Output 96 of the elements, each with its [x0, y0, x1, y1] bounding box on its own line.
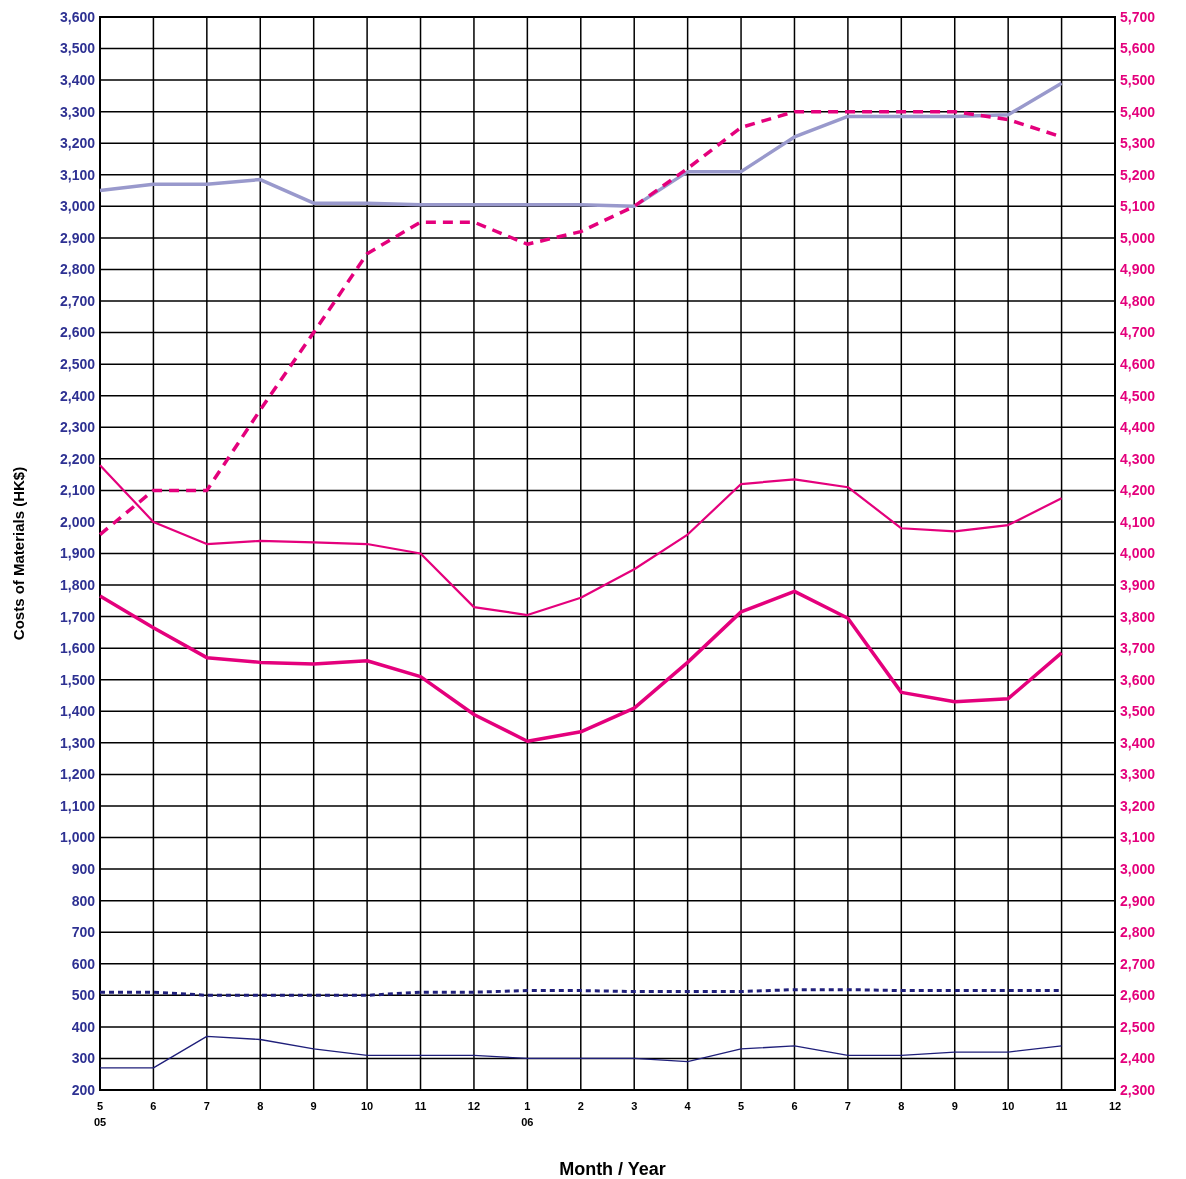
y2-tick-label: 2,600 [1120, 987, 1156, 1004]
y2-tick-label: 2,400 [1120, 1050, 1156, 1067]
y2-tick-label: 4,500 [1120, 387, 1156, 404]
y2-tick-label: 4,100 [1120, 513, 1156, 530]
y2-tick-label: 5,000 [1120, 229, 1156, 246]
y2-tick-label: 5,100 [1120, 198, 1156, 215]
y-axis-title: Costs of Materials (HK$) [10, 466, 27, 641]
y-tick-label: 200 [71, 1081, 96, 1098]
y-tick-label: 2,100 [59, 482, 96, 499]
y2-tick-label: 5,600 [1120, 40, 1156, 57]
y2-tick-label: 5,200 [1120, 166, 1156, 183]
line-series [98, 589, 1064, 744]
y-tick-label: 2,000 [59, 513, 96, 530]
y2-tick-label: 3,100 [1120, 829, 1156, 846]
y-tick-label: 3,600 [59, 8, 96, 25]
y-tick-label: 900 [71, 860, 96, 877]
y2-tick-label: 4,900 [1120, 261, 1156, 278]
x-tick-label: 8 [898, 1100, 905, 1112]
x-tick-label: 4 [684, 1100, 692, 1112]
y-tick-label: 400 [71, 1018, 96, 1035]
y2-tick-label: 2,800 [1120, 924, 1156, 941]
y2-tick-label: 3,500 [1120, 703, 1156, 720]
y2-tick-label: 2,300 [1120, 1081, 1156, 1098]
y2-tick-label: 5,400 [1120, 103, 1156, 120]
x-axis-title: Month / Year [559, 1159, 666, 1179]
x-tick-label: 11 [1055, 1100, 1068, 1112]
y-tick-label: 3,400 [59, 72, 96, 89]
x-tick-label: 9 [310, 1100, 317, 1112]
y2-tick-label: 5,500 [1120, 72, 1156, 89]
y-tick-label: 1,100 [59, 797, 96, 814]
y-tick-label: 600 [71, 955, 96, 972]
line-series [99, 1035, 1063, 1069]
y2-tick-label: 5,700 [1120, 8, 1156, 25]
y2-tick-label: 3,700 [1120, 640, 1156, 657]
y-tick-label: 2,200 [59, 450, 96, 467]
y2-tick-label: 3,900 [1120, 576, 1156, 593]
y-tick-label: 2,900 [59, 229, 96, 246]
x-tick-label: 5 05 [93, 1100, 107, 1128]
y-tick-label: 2,400 [59, 387, 96, 404]
y2-tick-label: 4,400 [1120, 419, 1156, 436]
y-tick-label: 1,900 [59, 545, 96, 562]
x-tick-label: 1 06 [521, 1100, 534, 1128]
y-tick-label: 1,500 [59, 671, 96, 688]
y-tick-label: 2,700 [59, 292, 96, 309]
y-tick-label: 3,300 [59, 103, 96, 120]
x-tick-label: 12 [467, 1100, 481, 1112]
y-tick-label: 1,700 [59, 608, 96, 625]
y-tick-label: 2,300 [59, 419, 96, 436]
x-tick-label: 12 [1108, 1100, 1122, 1112]
y-tick-label: 1,800 [59, 576, 96, 593]
y2-tick-label: 5,300 [1120, 135, 1156, 152]
y-tick-label: 3,200 [59, 135, 96, 152]
x-tick-label: 7 [844, 1100, 851, 1112]
y-tick-label: 2,800 [59, 261, 96, 278]
y2-tick-label: 2,900 [1120, 892, 1156, 909]
y2-tick-label: 3,000 [1120, 860, 1156, 877]
x-tick-label: 9 [951, 1100, 958, 1112]
y-tick-label: 2,600 [59, 324, 96, 341]
x-tick-label: 10 [1002, 1100, 1015, 1112]
y2-tick-label: 4,700 [1120, 324, 1156, 341]
y2-tick-label: 3,400 [1120, 734, 1156, 751]
y-tick-label: 300 [71, 1050, 96, 1067]
y2-tick-label: 4,600 [1120, 356, 1156, 373]
y-tick-label: 500 [71, 987, 96, 1004]
x-tick-label: 2 [577, 1100, 584, 1112]
y2-tick-label: 3,800 [1120, 608, 1156, 625]
line-series [98, 81, 1064, 209]
y-tick-label: 3,100 [59, 166, 96, 183]
y2-tick-label: 2,500 [1120, 1018, 1156, 1035]
y2-tick-label: 3,600 [1120, 671, 1156, 688]
y-tick-label: 1,300 [59, 734, 96, 751]
y-tick-label: 2,500 [59, 356, 96, 373]
y2-tick-label: 2,700 [1120, 955, 1156, 972]
y2-tick-label: 3,200 [1120, 797, 1156, 814]
y-tick-label: 1,000 [59, 829, 96, 846]
y2-tick-label: 4,800 [1120, 292, 1156, 309]
y-tick-label: 3,000 [59, 198, 96, 215]
y-tick-label: 800 [71, 892, 96, 909]
x-tick-label: 8 [257, 1100, 264, 1112]
x-tick-label: 6 [791, 1100, 798, 1112]
y2-tick-label: 4,300 [1120, 450, 1156, 467]
y-tick-label: 700 [71, 924, 96, 941]
y-tick-label: 1,400 [59, 703, 96, 720]
line-series [98, 464, 1063, 617]
y-tick-label: 1,600 [59, 640, 96, 657]
x-tick-label: 6 [150, 1100, 157, 1112]
x-tick-label: 3 [631, 1100, 638, 1112]
x-tick-label: 10 [360, 1100, 374, 1112]
y2-tick-label: 3,300 [1120, 766, 1156, 783]
y2-tick-label: 4,000 [1120, 545, 1156, 562]
y-tick-label: 3,500 [59, 40, 96, 57]
x-tick-label: 7 [203, 1100, 210, 1112]
x-tick-label: 5 [737, 1100, 745, 1112]
x-tick-label: 11 [414, 1100, 427, 1112]
y-tick-label: 1,200 [59, 766, 96, 783]
y2-tick-label: 4,200 [1120, 482, 1156, 499]
